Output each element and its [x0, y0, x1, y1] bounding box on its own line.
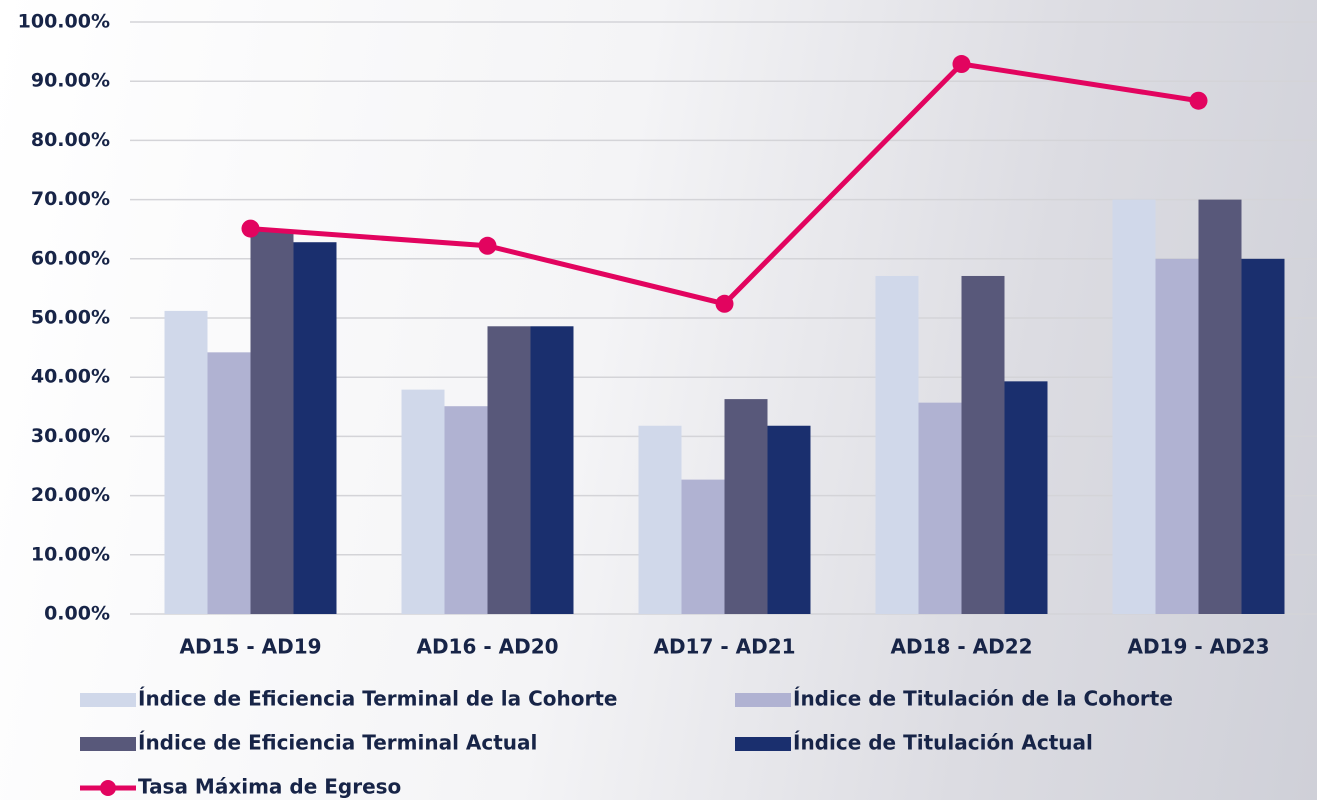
- legend-swatch: [100, 780, 116, 796]
- x-tick-label: AD15 - AD19: [179, 635, 321, 659]
- bar: [1198, 199, 1242, 614]
- y-tick-label: 20.00%: [31, 484, 110, 506]
- bar: [293, 242, 337, 614]
- x-tick-label: AD18 - AD22: [890, 635, 1032, 659]
- bar: [1004, 381, 1048, 614]
- bar: [1155, 258, 1199, 614]
- x-tick-label: AD17 - AD21: [653, 635, 795, 659]
- x-tick-label: AD16 - AD20: [416, 635, 558, 659]
- y-tick-label: 70.00%: [31, 188, 110, 210]
- y-tick-label: 90.00%: [31, 70, 110, 92]
- y-tick-label: 0.00%: [44, 603, 110, 625]
- legend-swatch: [735, 693, 791, 707]
- bar: [724, 399, 768, 614]
- bar: [164, 310, 208, 614]
- legend-label: Índice de Eficiencia Terminal Actual: [138, 731, 537, 755]
- legend-label: Índice de Eficiencia Terminal de la Coho…: [138, 687, 617, 711]
- line-marker: [715, 294, 734, 313]
- bar: [444, 406, 488, 614]
- y-tick-label: 50.00%: [31, 307, 110, 329]
- line-marker: [952, 55, 971, 74]
- legend-label: Índice de Titulación de la Cohorte: [793, 687, 1173, 711]
- bar: [250, 229, 294, 615]
- bar: [207, 352, 251, 614]
- x-tick-label: AD19 - AD23: [1127, 635, 1269, 659]
- y-tick-label: 60.00%: [31, 247, 110, 269]
- y-tick-label: 40.00%: [31, 366, 110, 388]
- bar: [638, 425, 682, 614]
- line-marker: [241, 219, 260, 238]
- legend-swatch: [80, 693, 136, 707]
- line-marker: [478, 236, 497, 255]
- legend-swatch: [80, 737, 136, 751]
- legend-label: Tasa Máxima de Egreso: [138, 775, 401, 799]
- y-tick-label: 10.00%: [31, 543, 110, 565]
- bar: [401, 389, 445, 614]
- bar: [961, 275, 1005, 614]
- bar: [1241, 258, 1285, 614]
- legend-label: Índice de Titulación Actual: [793, 731, 1093, 755]
- bar: [1112, 199, 1156, 614]
- bar: [875, 275, 919, 614]
- legend-swatch: [735, 737, 791, 751]
- line: [250, 61, 1199, 307]
- bar: [918, 402, 962, 614]
- y-tick-label: 80.00%: [31, 129, 110, 151]
- bar: [530, 326, 574, 614]
- bar: [681, 479, 725, 614]
- line-marker: [1189, 91, 1208, 110]
- bar: [487, 326, 531, 614]
- y-tick-label: 30.00%: [31, 425, 110, 447]
- bar: [767, 425, 811, 614]
- y-tick-label: 100.00%: [18, 11, 110, 33]
